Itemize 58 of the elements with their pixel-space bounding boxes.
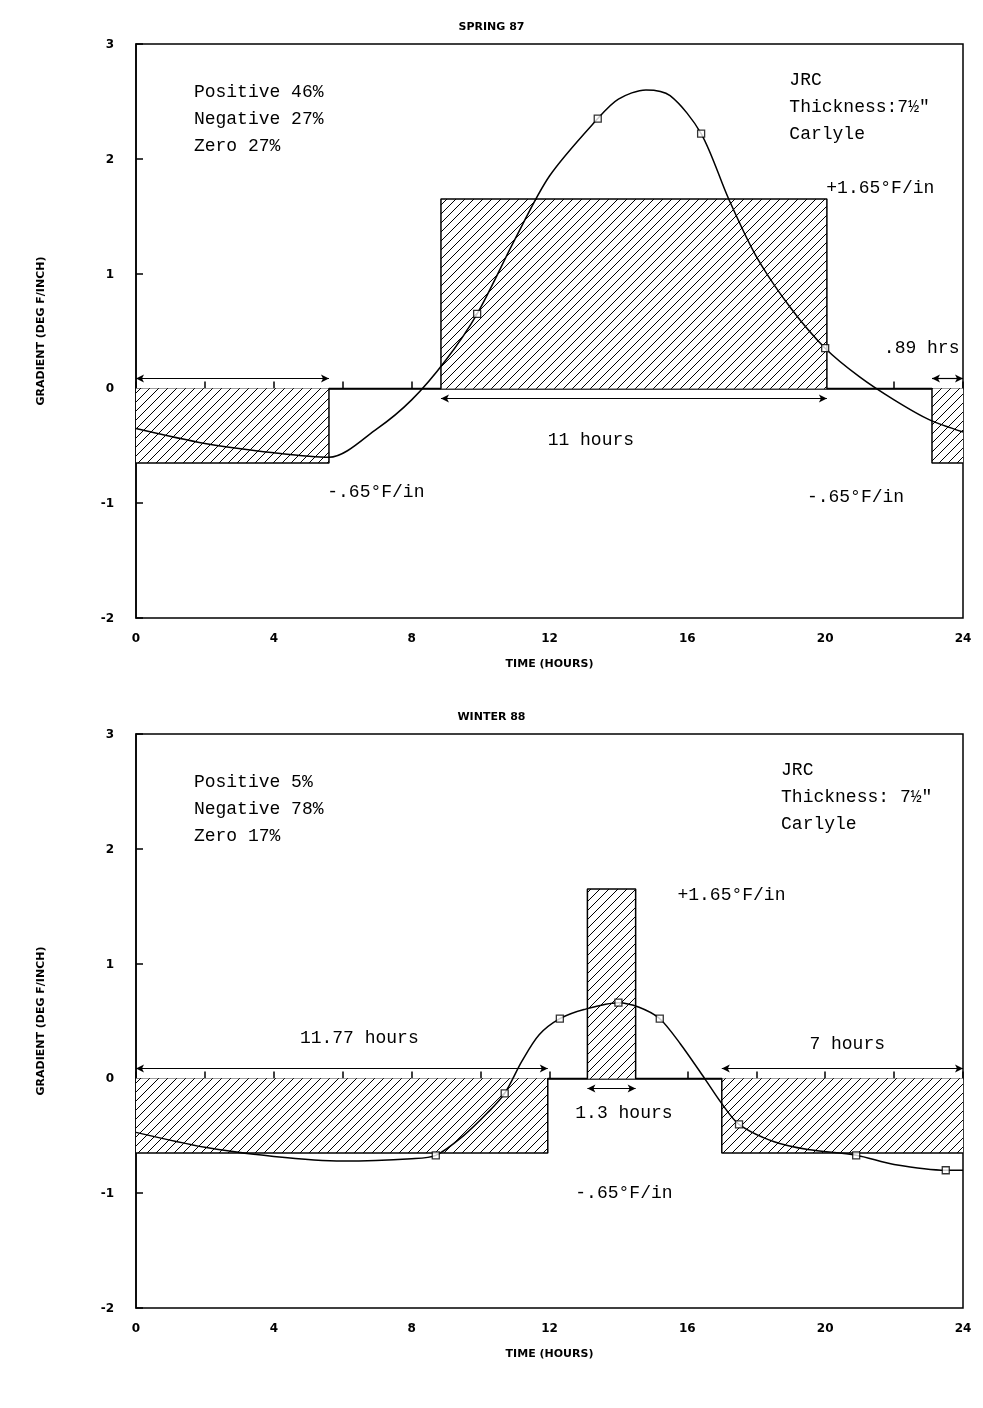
x-axis-title: TIME (HOURS) <box>505 657 594 670</box>
annotation: .89 hrs <box>883 338 960 359</box>
y-tick-label: 3 <box>105 727 114 741</box>
y-tick-label: -1 <box>100 496 114 511</box>
y-tick-label: 2 <box>105 151 114 166</box>
annotation: +1.65°F/in <box>677 884 786 905</box>
point <box>655 1014 664 1023</box>
x-axis-title: TIME (HOURS) <box>505 1347 594 1360</box>
x-tick-label: 8 <box>407 631 416 645</box>
point <box>821 344 830 353</box>
x-tick-label: 16 <box>678 631 696 645</box>
annotation: 11 hours <box>547 430 635 451</box>
x-tick-label: 12 <box>541 631 558 645</box>
point <box>555 1014 564 1023</box>
point <box>852 1151 861 1160</box>
x-tick-label: 12 <box>541 1321 558 1335</box>
y-axis-title: GRADIENT (DEG F/INCH) <box>34 946 47 1096</box>
annotation: JRC Thickness:7½" Carlyle <box>789 70 930 145</box>
x-tick-label: 24 <box>954 1321 972 1335</box>
y-tick-label: 1 <box>105 266 114 281</box>
y-tick-label: -2 <box>100 1301 114 1315</box>
chart-title: WINTER 88 <box>457 710 526 723</box>
y-tick-label: -2 <box>100 611 114 625</box>
x-tick-label: 24 <box>954 631 972 645</box>
x-tick-label: 20 <box>816 1321 834 1335</box>
annotation: -.65°F/in <box>806 487 905 508</box>
point <box>696 129 706 138</box>
annotation: 11.77 hours <box>299 1028 419 1049</box>
point <box>500 1089 509 1098</box>
annotation: -.65°F/in <box>575 1183 673 1204</box>
annotation: Positive 46% Negative 27% Zero 27% <box>193 81 324 156</box>
point <box>614 998 623 1007</box>
y-tick-label: 0 <box>105 381 114 396</box>
chart-title: SPRING 87 <box>458 20 525 33</box>
y-tick-label: 2 <box>105 841 114 856</box>
y-tick-label: 0 <box>105 1071 114 1086</box>
point <box>941 1166 950 1175</box>
annotation: +1.65°F/in <box>826 177 935 198</box>
annotation: Positive 5% Negative 78% Zero 17% <box>193 771 324 846</box>
annotation: JRC Thickness: 7½" Carlyle <box>781 760 933 835</box>
x-tick-label: 0 <box>131 631 141 645</box>
x-tick-label: 8 <box>407 1321 416 1335</box>
point <box>593 114 602 123</box>
y-tick-label: 1 <box>105 956 114 971</box>
point <box>734 1120 744 1129</box>
x-tick-label: 4 <box>269 1321 279 1335</box>
x-tick-label: 4 <box>269 631 279 645</box>
x-tick-label: 20 <box>816 631 834 645</box>
x-tick-label: 0 <box>131 1321 141 1335</box>
point <box>472 309 482 318</box>
y-axis-title: GRADIENT (DEG F/INCH) <box>34 256 47 406</box>
annotation: 7 hours <box>809 1033 886 1054</box>
x-tick-label: 16 <box>678 1321 696 1335</box>
y-tick-label: -1 <box>100 1186 114 1201</box>
annotation: -.65°F/in <box>327 481 425 502</box>
point <box>431 1151 440 1160</box>
annotation: 1.3 hours <box>575 1102 673 1123</box>
y-tick-label: 3 <box>105 37 114 51</box>
